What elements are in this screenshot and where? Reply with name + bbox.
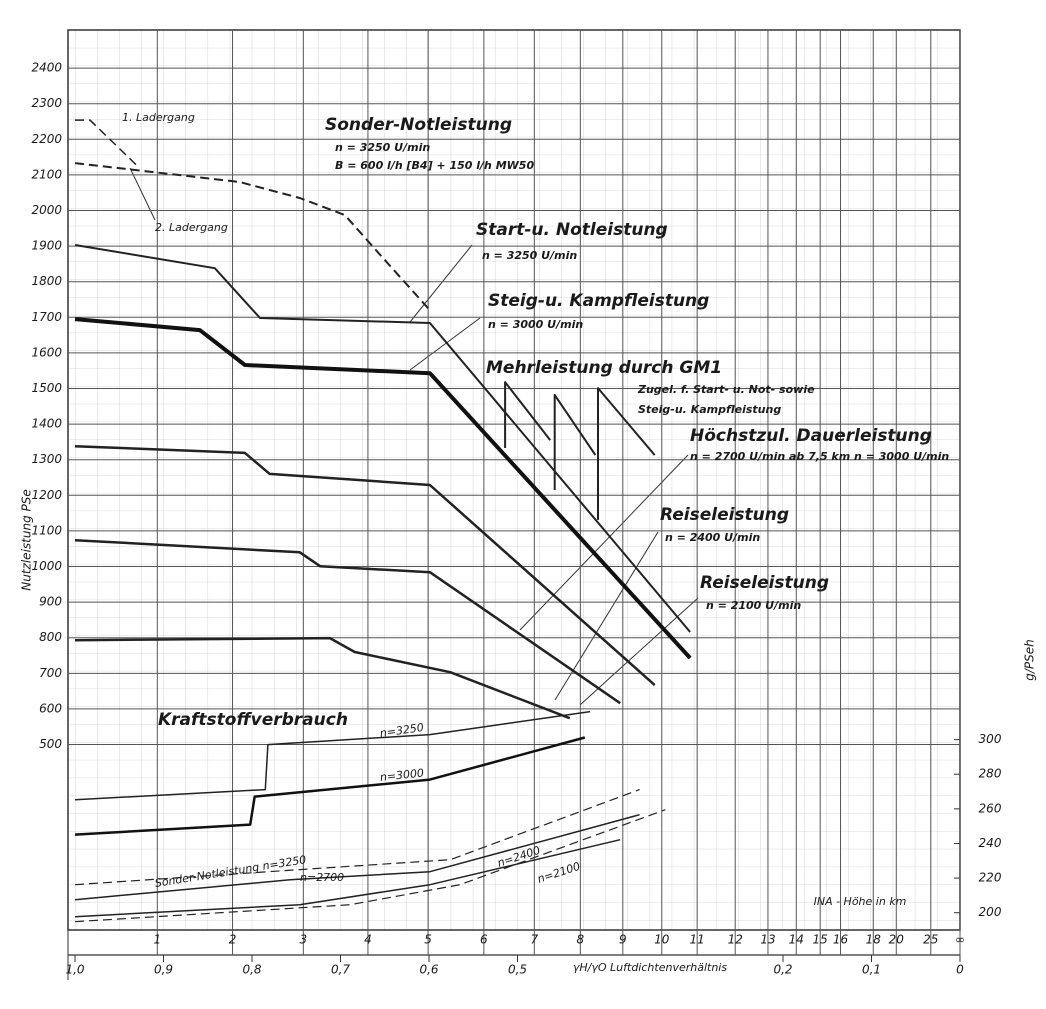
series-note: n = 3250 U/min: [335, 141, 430, 154]
series-line: [74, 317, 692, 660]
x2-tick-label: 15: [813, 933, 828, 947]
series-line: [74, 838, 621, 918]
x-tick-label: 0,5: [508, 963, 527, 977]
series-label: Sonder-Notleistung: [325, 115, 512, 135]
y-axis-title: Nutzleistung PSe: [20, 489, 34, 590]
series-note: n = 2100 U/min: [706, 599, 801, 612]
series-line: [74, 162, 431, 311]
x-axis-title: γH/γO Luftdichtenverhältnis: [573, 961, 727, 974]
series-label: Mehrleistung durch GM1: [486, 358, 722, 378]
series-note: n = 2700 U/min ab 7,5 km n = 3000 U/min: [690, 450, 949, 463]
y-tick-label: 1900: [31, 239, 62, 253]
series-line: [74, 736, 586, 836]
series-label: Reiseleistung: [700, 573, 829, 593]
x-tick-label: 0,9: [154, 963, 173, 977]
y-tick-label: 1000: [31, 559, 62, 573]
y-tick-label: 2400: [31, 61, 62, 75]
series-line: [74, 244, 691, 633]
y-tick-label: 500: [39, 737, 62, 751]
x2-tick-label: 25: [923, 933, 938, 947]
y-tick-label: 2300: [31, 96, 62, 110]
series-label: 1. Ladergang: [122, 111, 195, 124]
y-tick-label: 1600: [31, 345, 62, 359]
x-tick-label: 0,2: [773, 963, 792, 977]
y-tick-label: 1200: [31, 488, 62, 502]
x2-tick-label: 13: [760, 933, 775, 947]
x2-tick-label: ∞: [955, 933, 965, 947]
y-tick-label: 900: [39, 595, 62, 609]
series-line: [597, 387, 656, 520]
leader-lines: [129, 167, 699, 706]
annotation: Kraftstoffverbrauch: [158, 710, 348, 730]
series-label: Reiseleistung: [660, 505, 789, 525]
series-label: Start-u. Notleistung: [476, 220, 668, 240]
y2-tick-label: 220: [979, 871, 1002, 885]
y-tick-label: 2200: [31, 132, 62, 146]
series-note: n = 3000 U/min: [488, 318, 583, 331]
x2-tick-label: 2: [229, 933, 237, 947]
y2-tick-label: 200: [979, 905, 1002, 919]
y-tick-label: 1500: [31, 381, 62, 395]
y2-tick-label: 280: [979, 767, 1002, 781]
x2-tick-label: 6: [480, 933, 488, 947]
x2-tick-label: 8: [577, 933, 585, 947]
series-note: n = 3250 U/min: [482, 249, 577, 262]
y-tick-label: 800: [39, 630, 62, 644]
x2-tick-label: 1: [153, 933, 161, 947]
x2-tick-label: 9: [619, 933, 627, 947]
y-tick-label: 2100: [31, 167, 62, 181]
series-label: n=2700: [300, 871, 344, 884]
y2-tick-label: 260: [979, 801, 1002, 815]
x2-tick-label: 12: [728, 933, 743, 947]
annotation: 2. Ladergang: [155, 221, 228, 234]
series-line: [75, 119, 141, 169]
x2-axis-title: INA - Höhe in km: [814, 895, 907, 908]
series-note: n = 2400 U/min: [665, 531, 760, 544]
x2-tick-label: 16: [833, 933, 849, 947]
x-tick-label: 1,0: [65, 963, 84, 977]
y-tick-label: 600: [39, 701, 62, 715]
annotation: Zugel. f. Start- u. Not- sowie: [637, 383, 815, 396]
y-tick-label: 1300: [31, 452, 62, 466]
x2-tick-label: 20: [889, 933, 905, 947]
series-line: [74, 538, 621, 705]
x2-tick-label: 11: [690, 933, 705, 947]
x-tick-label: 0,6: [419, 963, 438, 977]
x2-tick-label: 14: [789, 933, 804, 947]
y-tick-label: 1400: [31, 417, 62, 431]
series-line: [553, 393, 597, 490]
x2-tick-label: 4: [364, 933, 372, 947]
series-label: Höchstzul. Dauerleistung: [690, 426, 932, 446]
y2-axis-title: g/PSeh: [1023, 639, 1037, 681]
x2-tick-label: 10: [654, 933, 670, 947]
x-tick-label: 0,8: [242, 963, 261, 977]
y-tick-label: 1800: [31, 274, 62, 288]
series-note: B = 600 l/h [B4] + 150 l/h MW50: [335, 159, 534, 172]
series-line: [74, 636, 571, 720]
series-label: n=3000: [379, 766, 424, 784]
x2-tick-label: 18: [866, 933, 882, 947]
series-line: [74, 809, 666, 923]
y2-tick-label: 240: [979, 836, 1002, 850]
y-tick-label: 700: [39, 666, 62, 680]
y-tick-label: 1700: [31, 310, 62, 324]
x-tick-label: 0,1: [862, 963, 881, 977]
x-tick-label: 0: [956, 963, 964, 977]
x2-tick-label: 5: [424, 933, 432, 947]
x2-tick-label: 3: [300, 933, 308, 947]
series-label: n=3250: [379, 721, 425, 740]
series-line: [74, 710, 591, 801]
series-line: [74, 813, 640, 901]
series-line: [74, 789, 640, 886]
series-label: Steig-u. Kampfleistung: [488, 291, 709, 311]
series-line: [504, 381, 551, 448]
y-tick-label: 1100: [31, 523, 62, 537]
x2-tick-label: 7: [530, 933, 538, 947]
annotation: Steig-u. Kampfleistung: [638, 403, 781, 416]
y-tick-label: 2000: [31, 203, 62, 217]
x-tick-label: 0,7: [331, 963, 350, 977]
series-line: [74, 444, 656, 687]
y2-tick-label: 300: [979, 732, 1002, 746]
